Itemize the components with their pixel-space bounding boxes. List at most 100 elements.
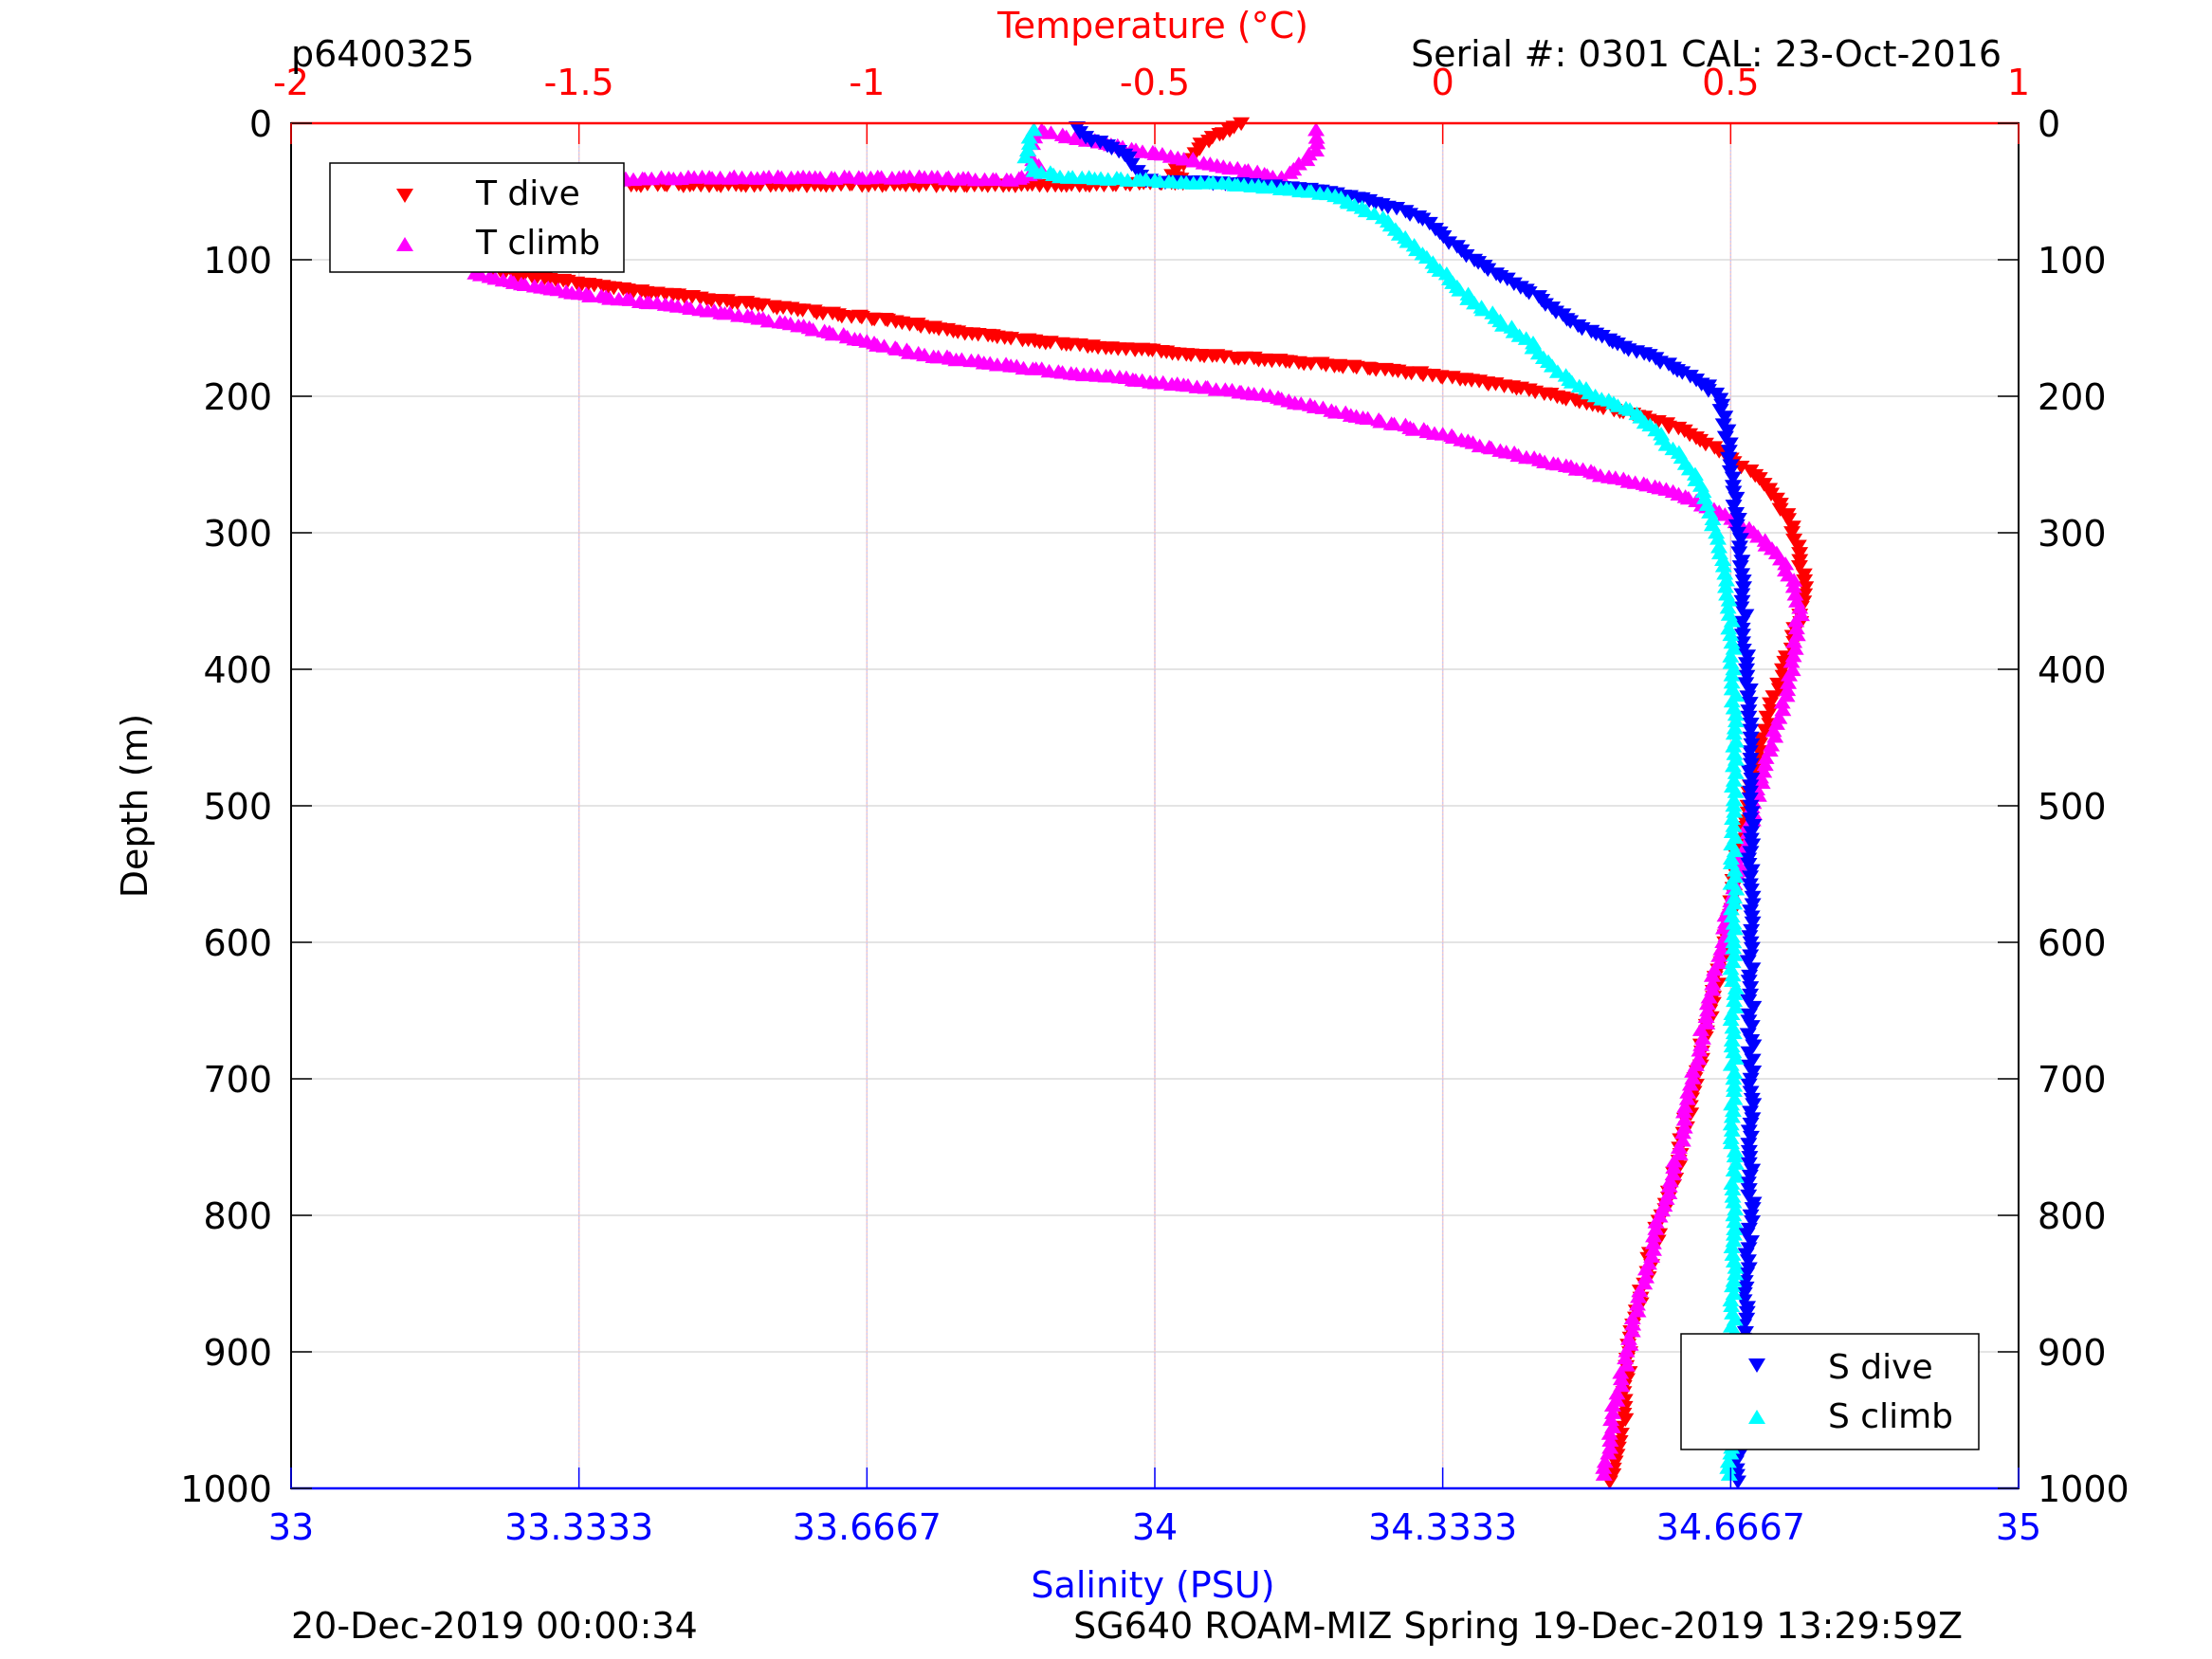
- data-point-sample: [1723, 675, 1741, 689]
- data-point-sample: [1726, 947, 1744, 961]
- data-point-sample: [1727, 1156, 1745, 1170]
- profile-id: p6400325: [291, 33, 474, 75]
- data-point-sample: [1744, 890, 1762, 905]
- data-point-sample: [1631, 1283, 1649, 1298]
- data-point-sample: [1757, 750, 1775, 764]
- data-point-sample: [1742, 723, 1760, 738]
- data-point: [1016, 149, 1034, 164]
- legend-s-dive-label: S dive: [1828, 1348, 1933, 1387]
- depth-tick-label-right: 500: [2038, 786, 2107, 828]
- data-point-sample: [1601, 1432, 1619, 1447]
- data-point-sample: [1673, 366, 1691, 380]
- data-point: [1785, 634, 1803, 648]
- data-point: [1414, 212, 1432, 227]
- data-point-sample: [1764, 722, 1782, 738]
- data-point-sample: [1726, 1221, 1744, 1235]
- data-point-sample: [1699, 384, 1717, 398]
- data-point: [1780, 513, 1798, 527]
- salinity-tick-label: 33: [268, 1506, 314, 1548]
- data-point-sample: [1570, 378, 1588, 392]
- data-point-sample: [1789, 539, 1807, 554]
- data-point-sample: [1091, 136, 1109, 150]
- data-point-sample: [1742, 884, 1760, 898]
- legend-salinity: S dive S climb: [1680, 1333, 1980, 1450]
- data-point-sample: [1628, 406, 1646, 421]
- data-point-sample: [1783, 662, 1801, 677]
- data-point-sample: [1742, 981, 1760, 995]
- data-point: [1307, 122, 1325, 137]
- footer-mission-info: SG640 ROAM-MIZ Spring 19-Dec-2019 13:29:…: [1073, 1605, 1963, 1647]
- data-point-sample: [1710, 955, 1728, 970]
- depth-tick-label-left: 300: [203, 513, 272, 555]
- data-point-sample: [1020, 130, 1038, 144]
- depth-tick-label-right: 1000: [2038, 1468, 2130, 1510]
- temperature-tick-label: 1: [2007, 62, 2030, 103]
- data-point-sample: [1722, 1116, 1740, 1131]
- data-point-sample: [1743, 941, 1761, 957]
- depth-tick-label-left: 600: [203, 922, 272, 964]
- data-point-sample: [1720, 451, 1738, 466]
- data-point-sample: [1792, 607, 1810, 622]
- data-point-sample: [1710, 539, 1728, 554]
- data-point-sample: [1724, 811, 1742, 826]
- depth-tick-label-left: 700: [203, 1059, 272, 1101]
- data-point-sample: [1405, 237, 1423, 252]
- salinity-axis-label: Salinity (PSU): [1031, 1564, 1274, 1606]
- data-point-sample: [1739, 1254, 1757, 1268]
- data-point-sample: [1727, 765, 1745, 779]
- legend-temperature: T dive T climb: [329, 162, 625, 273]
- data-point-sample: [1723, 634, 1741, 649]
- data-point-sample: [1722, 961, 1740, 975]
- depth-tick-label-right: 900: [2038, 1332, 2107, 1374]
- data-point-sample: [1731, 533, 1749, 547]
- data-point-sample: [1701, 504, 1719, 519]
- data-point-sample: [1724, 1189, 1742, 1203]
- data-point-sample: [1307, 130, 1325, 144]
- data-point-sample: [1790, 559, 1808, 574]
- data-point-sample: [1661, 1173, 1679, 1188]
- data-point-sample: [1721, 437, 1739, 451]
- data-point-sample: [1788, 593, 1806, 608]
- data-point-sample: [1732, 461, 1750, 475]
- data-point-sample: [1712, 941, 1730, 956]
- depth-tick-label-left: 0: [249, 103, 272, 145]
- data-point-sample: [1742, 1085, 1760, 1100]
- data-point-sample: [1727, 980, 1745, 994]
- data-point-sample: [1623, 1310, 1641, 1325]
- data-point: [1756, 757, 1774, 772]
- data-point-sample: [1725, 818, 1743, 832]
- data-point-sample: [1505, 277, 1523, 291]
- data-point-sample: [1719, 599, 1737, 614]
- data-point-sample: [1741, 697, 1759, 711]
- data-point-sample: [1723, 908, 1741, 923]
- data-point-sample: [1724, 1305, 1742, 1320]
- data-point-sample: [1725, 916, 1743, 930]
- data-point-sample: [1536, 298, 1554, 312]
- data-point-sample: [1763, 738, 1781, 752]
- data-point-sample: [1726, 889, 1744, 904]
- data-point-sample: [1743, 1020, 1761, 1034]
- data-point-sample: [1618, 1358, 1636, 1372]
- temperature-tick-label: -1: [849, 62, 885, 103]
- data-point: [1307, 142, 1325, 157]
- data-point-sample: [1724, 954, 1742, 969]
- data-point-sample: [1742, 1117, 1760, 1132]
- data-point-sample: [1731, 560, 1749, 574]
- depth-tick-label-right: 700: [2038, 1059, 2107, 1101]
- data-point-sample: [1738, 1228, 1756, 1242]
- depth-tick-label-right: 600: [2038, 922, 2107, 964]
- data-point-sample: [1720, 621, 1738, 635]
- data-point-sample: [1770, 710, 1788, 724]
- data-point-sample: [1733, 629, 1751, 643]
- data-point-sample: [1722, 1319, 1740, 1333]
- legend-temperature-box: [329, 162, 625, 273]
- data-point-sample: [1758, 710, 1776, 725]
- data-point-sample: [1786, 587, 1804, 601]
- legend-s-climb-marker: [1748, 1410, 1765, 1424]
- data-point-sample: [1726, 863, 1744, 877]
- salinity-tick-label: 35: [1996, 1506, 2041, 1548]
- data-point-sample: [1730, 546, 1748, 560]
- data-point-sample: [1744, 1215, 1762, 1230]
- data-point-sample: [1617, 1413, 1635, 1428]
